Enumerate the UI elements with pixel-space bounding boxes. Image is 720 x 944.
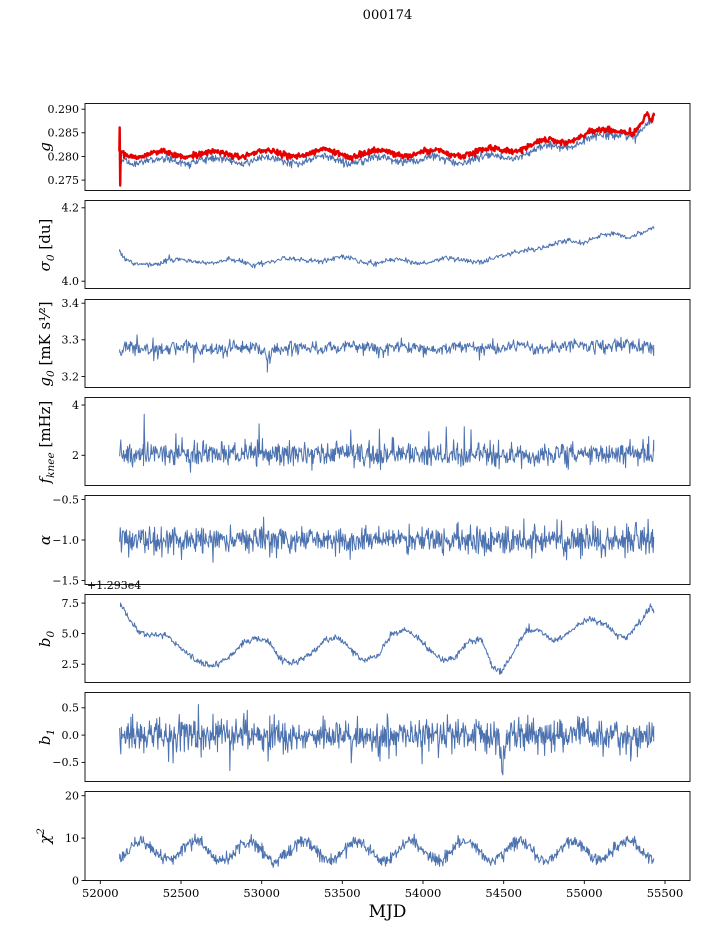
svg-text:4.0: 4.0 bbox=[62, 275, 80, 288]
plot-canvas-alpha: −1.5 −1.0 −0.5 bbox=[52, 493, 691, 587]
y-axis-label-sigma0: σ0 [du] bbox=[36, 218, 57, 271]
y-axis-label-b0: b0 bbox=[36, 630, 57, 647]
plot-canvas-g: 0.275 0.280 0.285 0.290 bbox=[48, 103, 691, 191]
svg-text:20: 20 bbox=[65, 790, 79, 803]
svg-text:−1.5: −1.5 bbox=[52, 574, 79, 587]
svg-text:4: 4 bbox=[72, 399, 79, 412]
plot-canvas-b1: −0.5 0.0 0.5 bbox=[52, 692, 691, 782]
svg-text:−1.0: −1.0 bbox=[52, 534, 79, 547]
y-axis-label-g: g bbox=[36, 142, 54, 152]
subplot-b0: 2.5 5.0 7.5 b0 +1.293e4 bbox=[0, 579, 720, 683]
svg-text:3.2: 3.2 bbox=[62, 370, 80, 383]
svg-text:0.0: 0.0 bbox=[62, 729, 80, 742]
svg-text:0.275: 0.275 bbox=[48, 174, 80, 187]
svg-text:−0.5: −0.5 bbox=[52, 493, 79, 506]
svg-text:55500: 55500 bbox=[647, 886, 684, 900]
svg-text:−0.5: −0.5 bbox=[52, 756, 79, 769]
svg-text:3.4: 3.4 bbox=[62, 297, 80, 310]
subplot-sigma0: 4.0 4.2 σ0 [du] bbox=[0, 200, 720, 289]
svg-text:52500: 52500 bbox=[163, 886, 200, 900]
svg-text:2: 2 bbox=[72, 449, 79, 462]
y-axis-label-alpha: α bbox=[36, 534, 54, 546]
svg-text:0.5: 0.5 bbox=[62, 702, 80, 715]
svg-text:5.0: 5.0 bbox=[62, 627, 80, 640]
subplot-b1: −0.5 0.0 0.5 b1 bbox=[0, 692, 720, 782]
subplot-chi2: 0 10 20 52000 52500 53000 53500 54000 54500 55000… bbox=[0, 790, 720, 900]
y-axis-label-b1: b1 bbox=[36, 728, 57, 746]
svg-text:0.290: 0.290 bbox=[48, 103, 80, 116]
svg-text:0.285: 0.285 bbox=[48, 127, 80, 140]
svg-text:4.2: 4.2 bbox=[62, 202, 80, 215]
y-axis-label-g0: g0 [mK s¹⁄²] bbox=[36, 300, 57, 387]
svg-text:0.280: 0.280 bbox=[48, 150, 80, 163]
svg-text:55000: 55000 bbox=[566, 886, 603, 900]
svg-text:10: 10 bbox=[65, 832, 79, 845]
y-axis-label-chi2: χ2 bbox=[35, 828, 54, 844]
svg-text:54000: 54000 bbox=[405, 886, 442, 900]
y-axis-label-fknee: fknee [mHz] bbox=[36, 400, 57, 483]
svg-text:0: 0 bbox=[72, 874, 79, 887]
svg-text:7.5: 7.5 bbox=[62, 597, 80, 610]
svg-text:2.5: 2.5 bbox=[62, 658, 80, 671]
plot-canvas-chi2: 0 10 20 52000 52500 53000 53500 54000 54500 55000… bbox=[65, 790, 691, 900]
plot-canvas-sigma0: 4.0 4.2 bbox=[62, 200, 691, 289]
x-axis-label: MJD bbox=[368, 902, 407, 922]
plot-canvas-fknee: 24 bbox=[72, 397, 691, 486]
subplot-g0: 3.2 3.3 3.4 g0 [mK s¹⁄²] bbox=[0, 297, 720, 388]
subplot-g: 0.275 0.280 0.285 0.290 g bbox=[0, 103, 720, 191]
svg-text:53500: 53500 bbox=[324, 886, 361, 900]
subplot-alpha: −1.5 −1.0 −0.5 α bbox=[0, 493, 720, 587]
plot-canvas-g0: 3.2 3.3 3.4 bbox=[62, 297, 691, 388]
svg-text:3.3: 3.3 bbox=[62, 334, 80, 347]
plot-canvas-b0: 2.5 5.0 7.5 bbox=[62, 594, 691, 683]
svg-text:54500: 54500 bbox=[485, 886, 522, 900]
svg-text:52000: 52000 bbox=[82, 886, 119, 900]
axis-offset-text: +1.293e4 bbox=[87, 579, 142, 592]
figure-title: 000174 bbox=[362, 8, 413, 23]
svg-text:53000: 53000 bbox=[243, 886, 280, 900]
